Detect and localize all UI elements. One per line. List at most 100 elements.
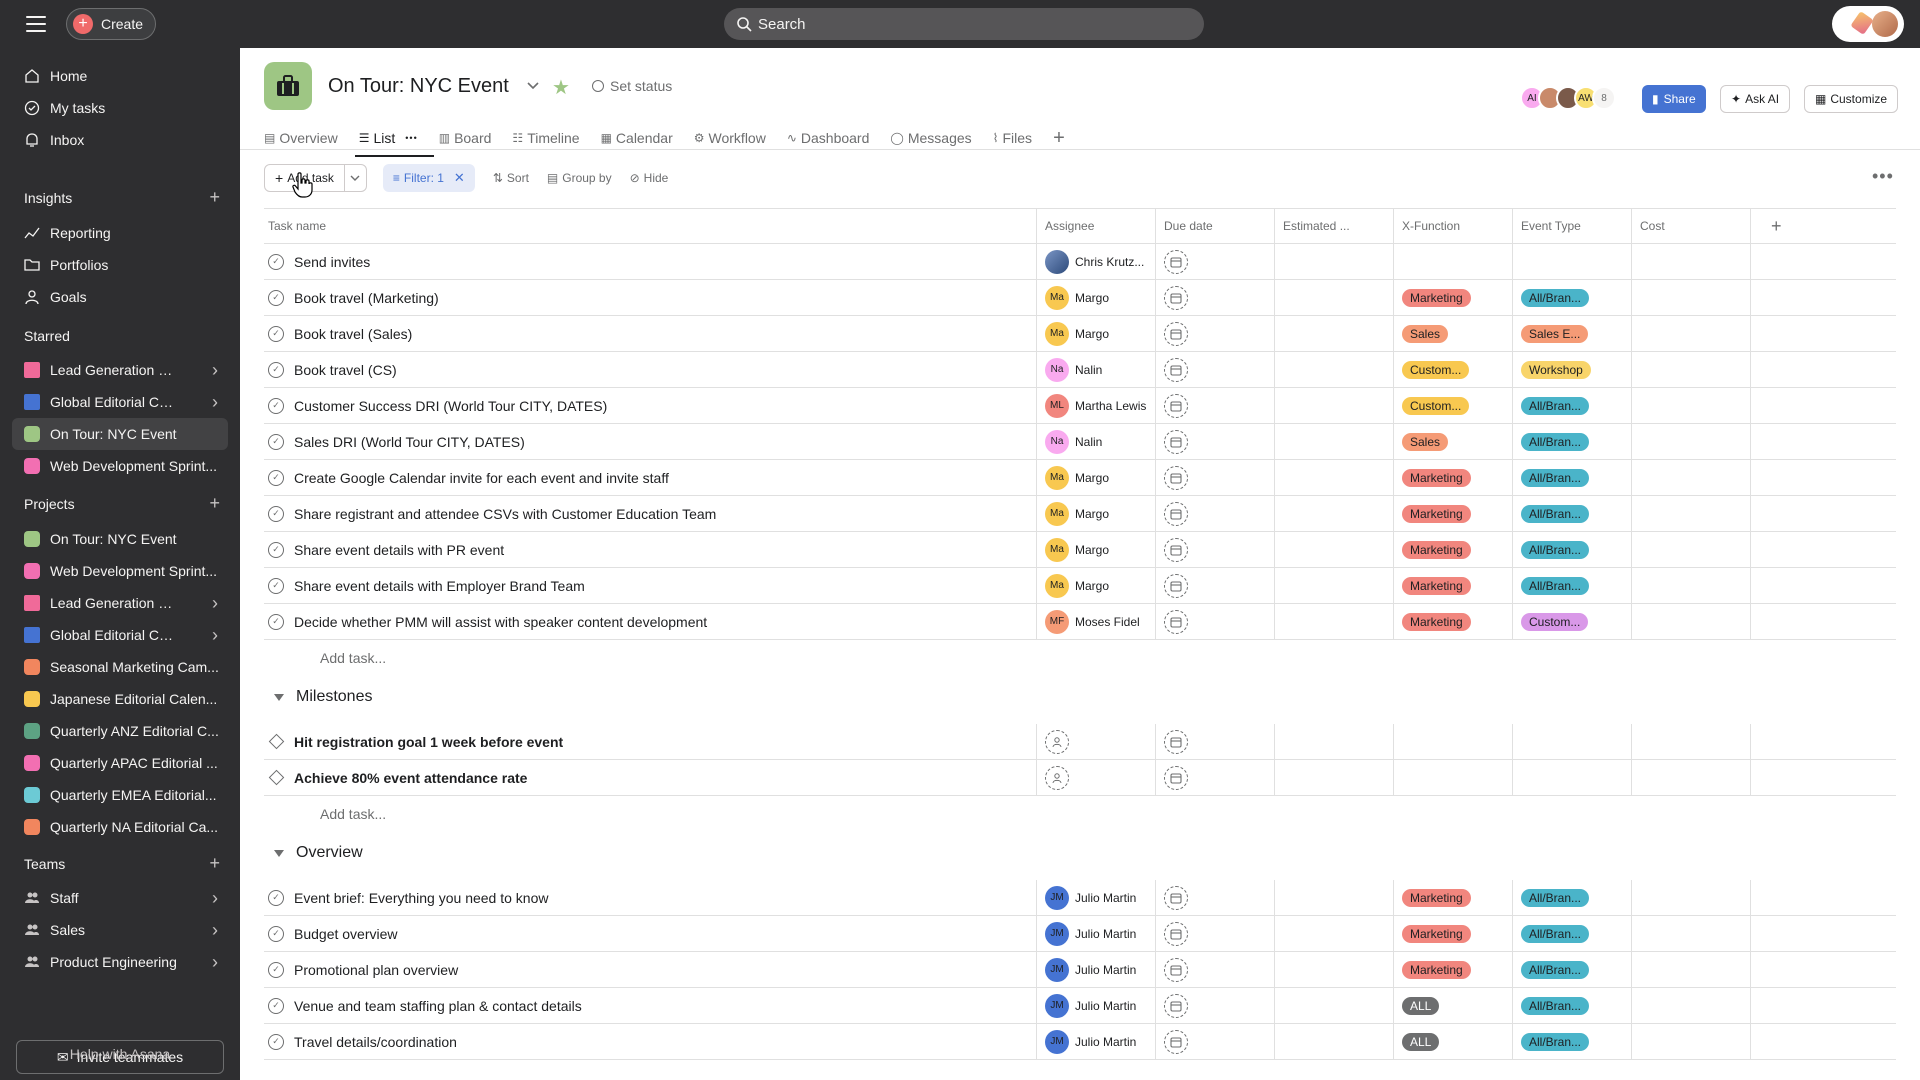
chevron-right-icon[interactable]: › xyxy=(212,592,218,613)
project-item[interactable]: Quarterly NA Editorial Ca... xyxy=(12,811,228,843)
due-date-cell[interactable] xyxy=(1155,388,1274,423)
event-type-cell[interactable]: Workshop xyxy=(1512,352,1631,387)
assignee-cell[interactable]: Ma Margo xyxy=(1036,460,1155,495)
cost-cell[interactable] xyxy=(1631,988,1750,1023)
customize-button[interactable]: ▦ Customize xyxy=(1804,85,1899,113)
x-function-cell[interactable]: Marketing xyxy=(1393,532,1512,567)
filter-button[interactable]: ≡ Filter: 1 ✕ xyxy=(382,164,475,192)
due-date-cell[interactable] xyxy=(1155,568,1274,603)
estimated-cell[interactable] xyxy=(1274,316,1393,351)
due-date-cell[interactable] xyxy=(1155,532,1274,567)
check-circle-icon[interactable]: ✓ xyxy=(268,925,284,942)
project-item[interactable]: Quarterly APAC Editorial ... xyxy=(12,747,228,779)
estimated-cell[interactable] xyxy=(1274,760,1393,795)
sort-button[interactable]: ⇅ Sort xyxy=(493,171,529,185)
sidebar-item-my-tasks[interactable]: My tasks xyxy=(12,92,228,124)
add-column-icon[interactable]: + xyxy=(1750,209,1896,243)
x-function-cell[interactable]: Marketing xyxy=(1393,916,1512,951)
table-row[interactable]: ✓ Customer Success DRI (World Tour CITY, … xyxy=(264,388,1896,424)
cost-cell[interactable] xyxy=(1631,724,1750,759)
x-function-cell[interactable]: Marketing xyxy=(1393,280,1512,315)
assignee-cell[interactable]: JM Julio Martin xyxy=(1036,952,1155,987)
starred-item[interactable]: Lead Generation Ca... › xyxy=(12,354,228,386)
assignee-cell[interactable]: Ma Margo xyxy=(1036,532,1155,567)
assignee-cell[interactable]: JM Julio Martin xyxy=(1036,1024,1155,1059)
x-function-cell[interactable]: Custom... xyxy=(1393,352,1512,387)
calendar-icon[interactable] xyxy=(1164,501,1188,526)
cost-cell[interactable] xyxy=(1631,532,1750,567)
add-tab-icon[interactable]: + xyxy=(1053,126,1065,149)
sidebar-item-portfolios[interactable]: Portfolios xyxy=(12,249,228,281)
project-item[interactable]: Web Development Sprint... xyxy=(12,555,228,587)
event-type-cell[interactable] xyxy=(1512,760,1631,795)
assignee-cell[interactable]: Ma Margo xyxy=(1036,568,1155,603)
cost-cell[interactable] xyxy=(1631,604,1750,639)
due-date-cell[interactable] xyxy=(1155,424,1274,459)
milestone-diamond-icon[interactable] xyxy=(268,733,285,750)
tab-messages[interactable]: ◯ Messages xyxy=(890,124,971,152)
task-name-cell[interactable]: ✓ Customer Success DRI (World Tour CITY, … xyxy=(264,388,1036,423)
members-avatars[interactable]: AI AW 8 xyxy=(1520,86,1616,110)
estimated-cell[interactable] xyxy=(1274,496,1393,531)
event-type-cell[interactable] xyxy=(1512,244,1631,279)
due-date-cell[interactable] xyxy=(1155,244,1274,279)
estimated-cell[interactable] xyxy=(1274,244,1393,279)
cost-cell[interactable] xyxy=(1631,352,1750,387)
cost-cell[interactable] xyxy=(1631,1024,1750,1059)
event-type-cell[interactable]: All/Bran... xyxy=(1512,280,1631,315)
check-circle-icon[interactable]: ✓ xyxy=(268,361,284,378)
calendar-icon[interactable] xyxy=(1164,465,1188,490)
event-type-cell[interactable]: All/Bran... xyxy=(1512,568,1631,603)
table-row[interactable]: ✓ Travel details/coordination JM Julio Mart… xyxy=(264,1024,1896,1060)
add-task-dropdown[interactable] xyxy=(344,164,367,192)
estimated-cell[interactable] xyxy=(1274,724,1393,759)
starred-item[interactable]: On Tour: NYC Event xyxy=(12,418,228,450)
project-item[interactable]: Global Editorial Cale... › xyxy=(12,619,228,651)
calendar-icon[interactable] xyxy=(1164,1029,1188,1054)
table-row[interactable]: ✓ Venue and team staffing plan & contact … xyxy=(264,988,1896,1024)
task-name-cell[interactable]: ✓ Book travel (Marketing) xyxy=(264,280,1036,315)
estimated-cell[interactable] xyxy=(1274,1024,1393,1059)
estimated-cell[interactable] xyxy=(1274,424,1393,459)
sidebar-item-inbox[interactable]: Inbox xyxy=(12,124,228,156)
starred-item[interactable]: Global Editorial Cale... › xyxy=(12,386,228,418)
event-type-cell[interactable]: All/Bran... xyxy=(1512,952,1631,987)
x-function-cell[interactable]: Marketing xyxy=(1393,880,1512,915)
task-name-cell[interactable]: ✓ Decide whether PMM will assist with spe… xyxy=(264,604,1036,639)
sidebar-item-goals[interactable]: Goals xyxy=(12,281,228,313)
team-item[interactable]: Product Engineering › xyxy=(12,946,228,978)
chevron-right-icon[interactable]: › xyxy=(212,624,218,645)
add-project-icon[interactable]: + xyxy=(209,493,220,513)
x-function-cell[interactable]: Marketing xyxy=(1393,604,1512,639)
calendar-icon[interactable] xyxy=(1164,537,1188,562)
table-row[interactable]: ✓ Send invites Chris Krutz... xyxy=(264,244,1896,280)
check-circle-icon[interactable]: ✓ xyxy=(268,469,284,486)
event-type-cell[interactable]: All/Bran... xyxy=(1512,496,1631,531)
user-avatar-button[interactable] xyxy=(1832,6,1904,42)
calendar-icon[interactable] xyxy=(1164,249,1188,274)
table-row[interactable]: ✓ Share registrant and attendee CSVs with… xyxy=(264,496,1896,532)
assignee-cell[interactable]: JM Julio Martin xyxy=(1036,916,1155,951)
estimated-cell[interactable] xyxy=(1274,352,1393,387)
assignee-cell[interactable]: MF Moses Fidel xyxy=(1036,604,1155,639)
calendar-icon[interactable] xyxy=(1164,957,1188,982)
x-function-cell[interactable]: Marketing xyxy=(1393,496,1512,531)
x-function-cell[interactable]: Marketing xyxy=(1393,460,1512,495)
table-row[interactable]: ✓ Create Google Calendar invite for each … xyxy=(264,460,1896,496)
column-header[interactable]: Task name xyxy=(268,219,327,233)
check-circle-icon[interactable]: ✓ xyxy=(268,577,284,594)
estimated-cell[interactable] xyxy=(1274,280,1393,315)
invite-teammates-button[interactable]: ✉ Invite teammates xyxy=(16,1040,224,1074)
cost-cell[interactable] xyxy=(1631,952,1750,987)
sidebar-item-home[interactable]: Home xyxy=(12,60,228,92)
due-date-cell[interactable] xyxy=(1155,724,1274,759)
x-function-cell[interactable]: ALL xyxy=(1393,988,1512,1023)
table-row[interactable]: ✓ Decide whether PMM will assist with spe… xyxy=(264,604,1896,640)
assignee-cell[interactable]: Ma Margo xyxy=(1036,280,1155,315)
team-item[interactable]: Sales › xyxy=(12,914,228,946)
tab-board[interactable]: ▥ Board xyxy=(439,124,492,152)
calendar-icon[interactable] xyxy=(1164,729,1188,754)
estimated-cell[interactable] xyxy=(1274,880,1393,915)
column-header[interactable]: X-Function xyxy=(1393,209,1512,243)
estimated-cell[interactable] xyxy=(1274,916,1393,951)
